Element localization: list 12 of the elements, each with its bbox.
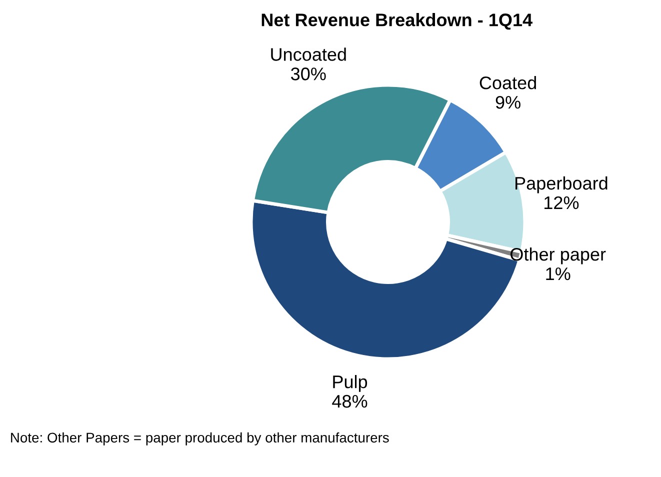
slice-label: Pulp	[333, 374, 368, 392]
data-label: 1%	[546, 267, 570, 280]
slice-label: Other paper	[510, 247, 606, 264]
slice-label: Coated	[480, 76, 536, 90]
text: Note: Other Papers = paper produced by other manufacturers	[11, 432, 389, 446]
data-label: 12%	[544, 196, 579, 210]
chart-title: Net Revenue Breakdown - 1Q14	[262, 13, 532, 30]
data-label: 30%	[291, 68, 326, 80]
slice-label: Uncoated	[271, 48, 346, 61]
data-label: 9%	[496, 96, 520, 109]
data-label: 48%	[332, 394, 368, 408]
slice-label: Paperboard	[516, 176, 608, 194]
